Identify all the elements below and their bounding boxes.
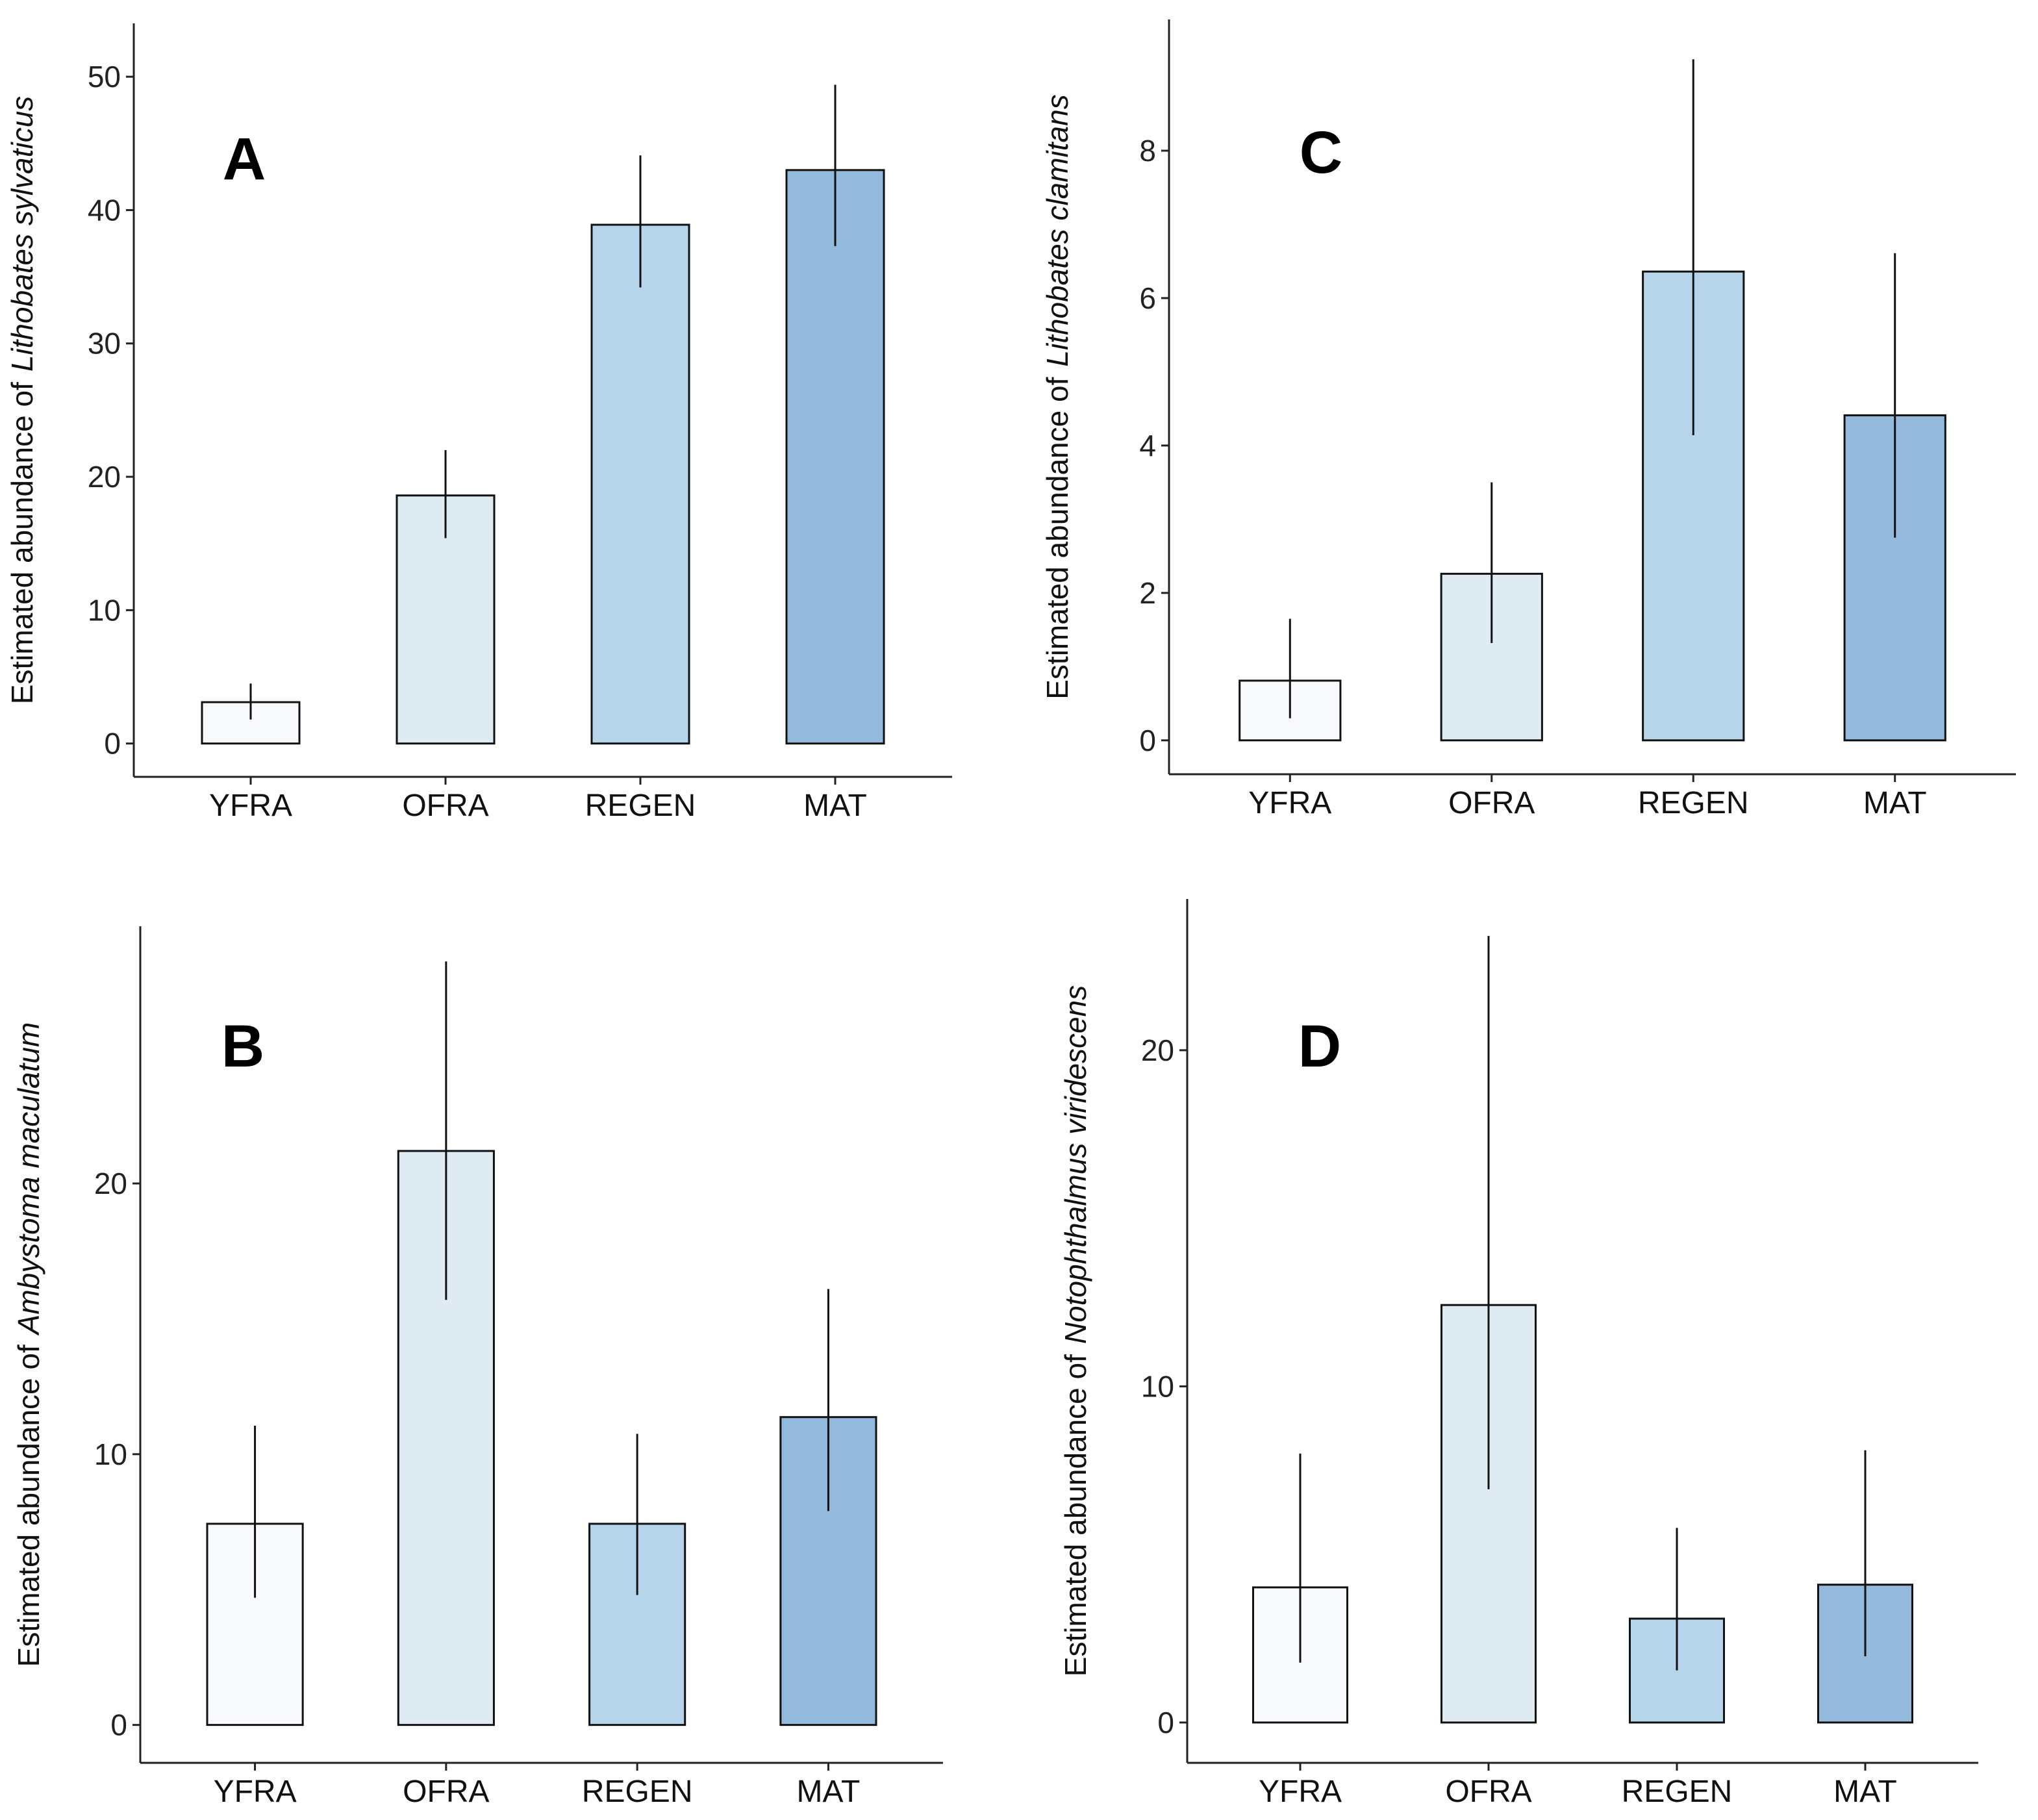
x-tick-label: YFRA bbox=[1248, 786, 1331, 820]
y-axis-label: Estimated abundance of Ambystoma maculatu… bbox=[12, 1022, 45, 1667]
x-tick-label: REGEN bbox=[582, 1775, 693, 1809]
bar bbox=[590, 223, 690, 745]
panel-letter: A bbox=[223, 126, 266, 192]
x-tick-label: YFRA bbox=[209, 789, 292, 823]
panel-letter: B bbox=[221, 1013, 264, 1080]
x-tick-label: YFRA bbox=[214, 1775, 297, 1809]
y-tick-label: 10 bbox=[88, 593, 121, 627]
x-tick-label: MAT bbox=[797, 1775, 861, 1809]
y-axis-label-species: Ambystoma maculatum bbox=[12, 1022, 45, 1337]
y-tick-label: 10 bbox=[94, 1437, 127, 1471]
y-tick-label: 6 bbox=[1139, 281, 1156, 315]
bar bbox=[1440, 1304, 1537, 1724]
panel-letter: D bbox=[1298, 1013, 1341, 1080]
y-tick-label: 20 bbox=[1141, 1033, 1174, 1067]
y-tick-label: 0 bbox=[1139, 724, 1156, 757]
x-tick-label: MAT bbox=[1863, 786, 1927, 820]
x-tick-label: REGEN bbox=[1622, 1775, 1733, 1809]
y-tick-label: 8 bbox=[1139, 134, 1156, 168]
x-tick-label: MAT bbox=[1833, 1775, 1897, 1809]
y-axis-label-species: Lithobates clamitans bbox=[1040, 94, 1074, 366]
x-tick-label: OFRA bbox=[403, 1775, 489, 1809]
x-tick-label: MAT bbox=[803, 789, 867, 823]
y-axis-label: Estimated abundance of Lithobates clamita… bbox=[1040, 94, 1074, 699]
x-tick-label: REGEN bbox=[585, 789, 696, 823]
y-tick-label: 50 bbox=[88, 60, 121, 94]
y-tick-label: 40 bbox=[88, 193, 121, 227]
y-axis-label: Estimated abundance of Notophthalmus viri… bbox=[1059, 985, 1092, 1676]
y-tick-label: 0 bbox=[104, 727, 121, 761]
x-tick-label: YFRA bbox=[1259, 1775, 1342, 1809]
x-tick-label: OFRA bbox=[402, 789, 488, 823]
y-axis-label-text: Estimated abundance of bbox=[1040, 377, 1074, 699]
y-axis-label-text: Estimated abundance of bbox=[5, 382, 39, 704]
y-axis-label: Estimated abundance of Lithobates sylvati… bbox=[5, 96, 39, 705]
panel-letter: C bbox=[1300, 120, 1342, 186]
bar bbox=[785, 169, 885, 745]
x-tick-label: REGEN bbox=[1638, 786, 1749, 820]
y-tick-label: 10 bbox=[1141, 1369, 1174, 1403]
y-tick-label: 4 bbox=[1139, 429, 1156, 462]
y-tick-label: 0 bbox=[110, 1708, 127, 1742]
y-axis-label-text: Estimated abundance of bbox=[12, 1345, 45, 1667]
y-tick-label: 0 bbox=[1157, 1706, 1174, 1739]
y-tick-label: 20 bbox=[94, 1167, 127, 1200]
y-axis-label-species: Notophthalmus viridescens bbox=[1059, 985, 1092, 1344]
y-tick-label: 20 bbox=[88, 460, 121, 494]
y-tick-label: 2 bbox=[1139, 576, 1156, 610]
x-tick-label: OFRA bbox=[1445, 1775, 1531, 1809]
y-axis-label-text: Estimated abundance of bbox=[1059, 1354, 1092, 1676]
y-axis-label-species: Lithobates sylvaticus bbox=[5, 96, 39, 372]
x-tick-label: OFRA bbox=[1448, 786, 1535, 820]
y-tick-label: 30 bbox=[88, 327, 121, 360]
